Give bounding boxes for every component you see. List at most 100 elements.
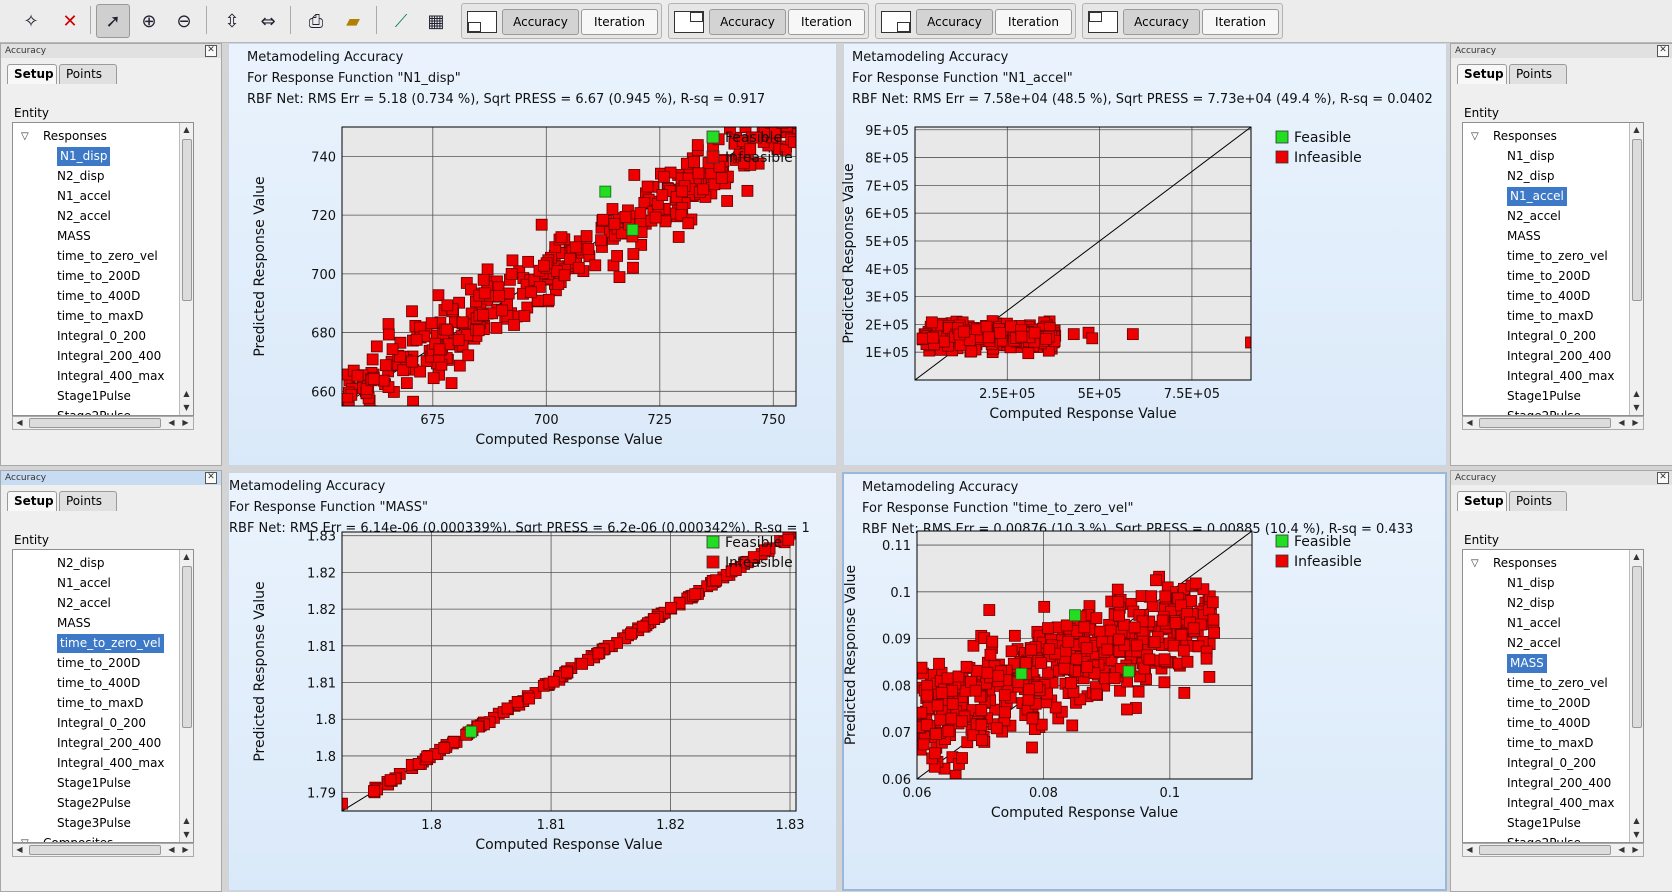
tree-item[interactable]: Integral_0_200 [57, 716, 147, 730]
pointer-icon[interactable]: ➚ [96, 4, 130, 38]
tree-item[interactable]: Integral_400_max [57, 756, 165, 770]
infeasible-point[interactable] [382, 328, 395, 341]
infeasible-point[interactable] [672, 231, 685, 243]
infeasible-point[interactable] [481, 263, 494, 276]
tab-points[interactable]: Points [1509, 64, 1567, 84]
infeasible-point[interactable] [440, 323, 453, 336]
infeasible-point[interactable] [595, 234, 607, 247]
infeasible-point[interactable] [535, 218, 548, 231]
infeasible-point[interactable] [608, 217, 621, 230]
infeasible-point[interactable] [1112, 595, 1125, 608]
scroll-up-icon[interactable]: ▲ [183, 552, 190, 561]
scroll-right-icon[interactable]: ▶ [1632, 418, 1639, 427]
scroll-left-icon[interactable]: ◀ [1466, 845, 1473, 854]
infeasible-point[interactable] [1081, 661, 1094, 673]
tree-item[interactable]: Stage3Pulse [57, 816, 131, 830]
infeasible-point[interactable] [916, 706, 928, 719]
infeasible-point[interactable] [917, 738, 930, 751]
scroll-right-icon[interactable]: ▶ [182, 845, 189, 854]
infeasible-point[interactable] [656, 189, 669, 201]
infeasible-point[interactable] [1026, 712, 1039, 725]
infeasible-point[interactable] [558, 269, 571, 282]
scroll-down-icon[interactable]: ▼ [1633, 403, 1640, 412]
infeasible-point[interactable] [1113, 609, 1125, 622]
infeasible-point[interactable] [338, 411, 349, 422]
infeasible-point[interactable] [980, 320, 993, 333]
infeasible-point[interactable] [351, 369, 364, 382]
infeasible-point[interactable] [658, 170, 670, 183]
infeasible-point[interactable] [366, 353, 379, 366]
entity-tree[interactable]: ▽ Responses N1_disp N2_disp N1_accel N2_accel… [1462, 549, 1644, 843]
tree-item[interactable]: Integral_200_400 [1507, 776, 1612, 790]
tab-iteration[interactable]: Iteration [788, 9, 865, 35]
open-folder-icon[interactable]: ▰ [346, 10, 360, 32]
infeasible-point[interactable] [1158, 653, 1171, 666]
tree-item[interactable]: time_to_400D [57, 289, 141, 303]
infeasible-point[interactable] [1177, 644, 1190, 657]
plot-window-n1-disp[interactable]: Metamodeling Accuracy For Response Functi… [228, 43, 837, 466]
infeasible-point[interactable] [1094, 625, 1107, 638]
infeasible-point[interactable] [493, 290, 505, 302]
infeasible-point[interactable] [1181, 655, 1194, 668]
infeasible-point[interactable] [931, 699, 944, 712]
tab-points[interactable]: Points [59, 64, 117, 84]
infeasible-point[interactable] [613, 271, 626, 283]
tree-item[interactable]: MASS [57, 229, 91, 243]
feasible-point[interactable] [465, 725, 477, 738]
tree-item[interactable]: Stage1Pulse [1507, 389, 1581, 403]
infeasible-point[interactable] [1066, 719, 1079, 732]
tree-item[interactable]: Responses [43, 129, 107, 143]
infeasible-point[interactable] [572, 261, 585, 274]
infeasible-point[interactable] [749, 105, 760, 116]
infeasible-point[interactable] [676, 185, 688, 198]
tab-points[interactable]: Points [1509, 491, 1567, 511]
infeasible-point[interactable] [394, 350, 406, 363]
infeasible-point[interactable] [782, 115, 793, 126]
infeasible-point[interactable] [955, 715, 968, 728]
infeasible-point[interactable] [961, 736, 974, 749]
infeasible-point[interactable] [1007, 657, 1020, 670]
infeasible-point[interactable] [472, 324, 485, 337]
infeasible-point[interactable] [934, 713, 947, 726]
infeasible-point[interactable] [1136, 615, 1149, 628]
close-icon[interactable]: ✕ [1657, 45, 1669, 57]
plot-window-time-to-zero-vel[interactable]: Metamodeling Accuracy For Response Functi… [842, 472, 1447, 891]
infeasible-point[interactable] [1004, 320, 1017, 333]
infeasible-point[interactable] [1143, 653, 1156, 666]
scroll-left-icon[interactable]: ◀ [168, 418, 175, 427]
infeasible-point[interactable] [511, 695, 524, 708]
infeasible-point[interactable] [425, 317, 438, 330]
infeasible-point[interactable] [1090, 612, 1103, 624]
tree-item[interactable]: Responses [1493, 129, 1557, 143]
tree-item[interactable]: time_to_zero_vel [57, 634, 164, 653]
infeasible-point[interactable] [975, 719, 988, 731]
tree-item[interactable]: Stage2Pulse [57, 409, 131, 416]
infeasible-point[interactable] [764, 103, 775, 114]
infeasible-point[interactable] [1067, 328, 1080, 341]
scrollbar-thumb[interactable] [29, 418, 161, 428]
infeasible-point[interactable] [1111, 583, 1124, 596]
infeasible-point[interactable] [433, 343, 446, 356]
infeasible-point[interactable] [407, 395, 419, 407]
infeasible-point[interactable] [744, 143, 757, 156]
tree-item[interactable]: Integral_400_max [1507, 796, 1615, 810]
tab-setup[interactable]: Setup [1457, 491, 1507, 511]
tree-item[interactable]: Integral_0_200 [1507, 329, 1597, 343]
infeasible-point[interactable] [998, 689, 1011, 701]
infeasible-point[interactable] [1104, 624, 1117, 637]
infeasible-point[interactable] [1028, 326, 1041, 339]
tree-item[interactable]: MASS [1507, 654, 1547, 673]
infeasible-point[interactable] [916, 661, 928, 674]
infeasible-point[interactable] [400, 377, 413, 389]
scroll-left-icon[interactable]: ◀ [16, 845, 23, 854]
tree-item[interactable]: N2_disp [1507, 169, 1555, 183]
infeasible-point[interactable] [641, 180, 654, 193]
tree-item[interactable]: time_to_200D [1507, 696, 1591, 710]
infeasible-point[interactable] [1020, 657, 1033, 669]
infeasible-point[interactable] [496, 304, 508, 317]
tab-points[interactable]: Points [59, 491, 117, 511]
infeasible-point[interactable] [453, 359, 466, 372]
new-point-icon[interactable]: ✧ [23, 10, 39, 32]
infeasible-point[interactable] [478, 287, 491, 300]
infeasible-point[interactable] [1156, 614, 1169, 627]
